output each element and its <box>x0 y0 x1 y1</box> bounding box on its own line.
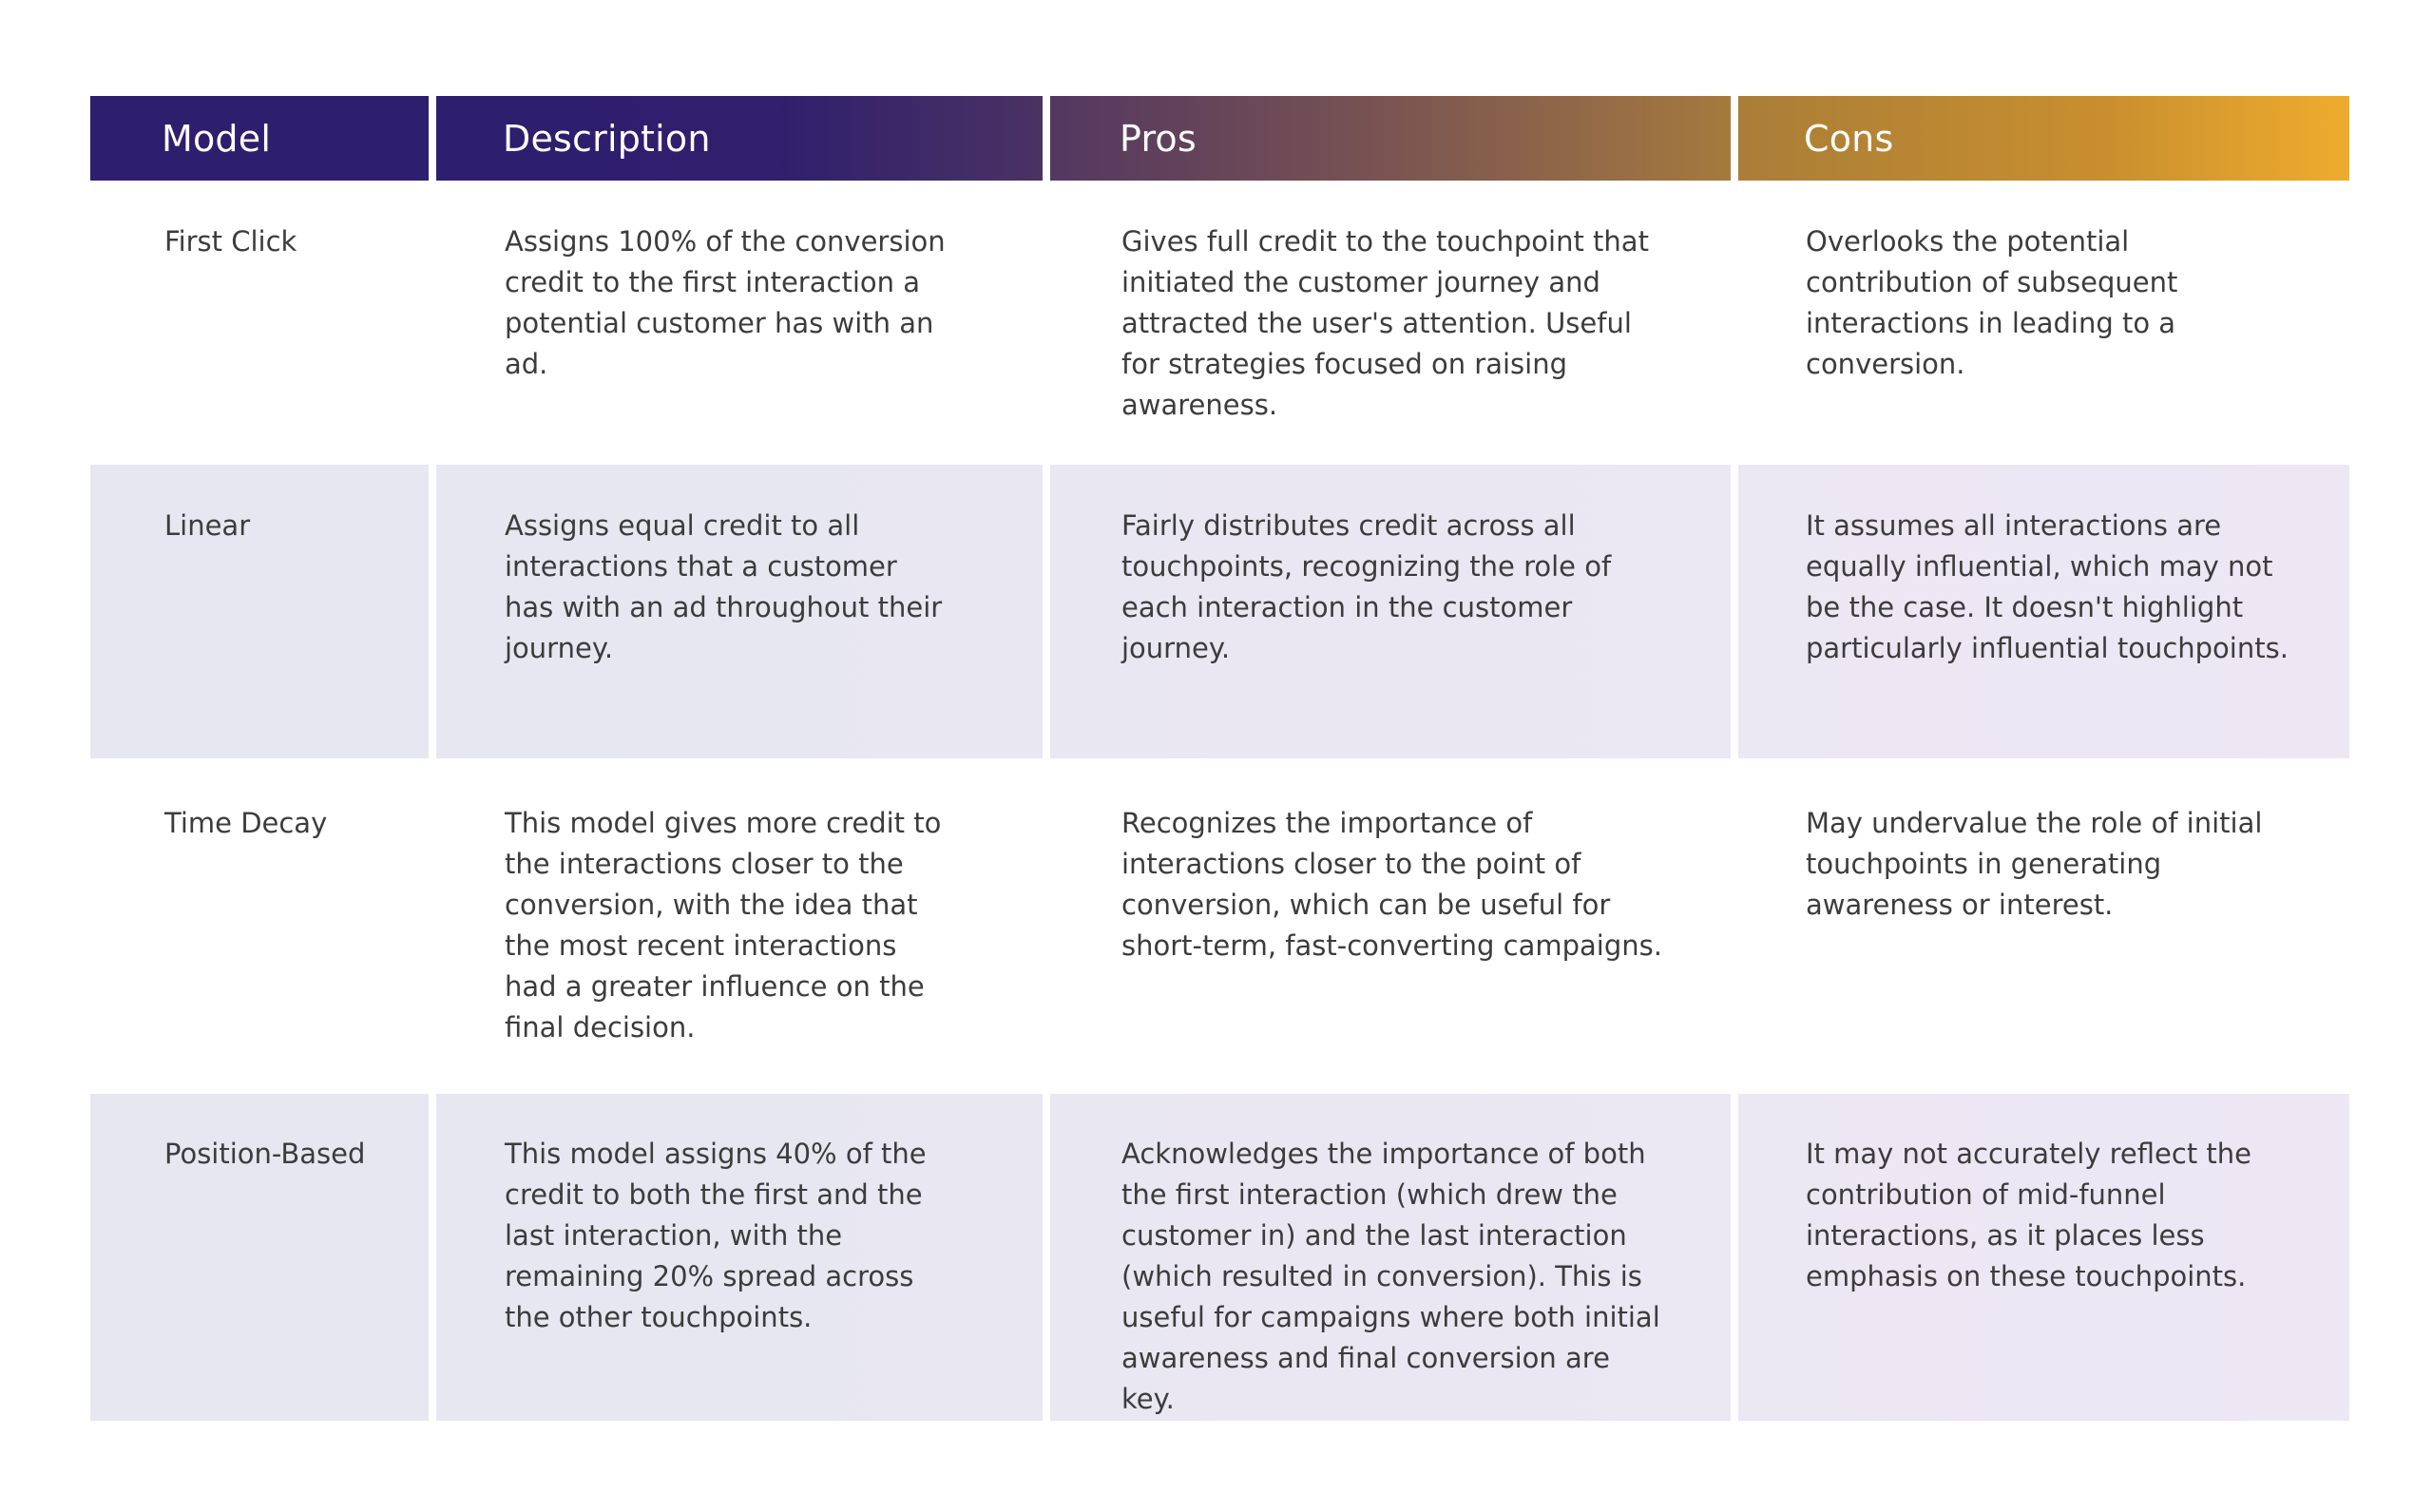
model-description: Assigns equal credit to all interactions… <box>436 465 1043 758</box>
header-model: Model <box>90 96 429 181</box>
model-name: Linear <box>90 465 429 758</box>
header-pros: Pros <box>1050 96 1731 181</box>
header-description: Description <box>436 96 1043 181</box>
model-pros: Acknowledges the importance of both the … <box>1050 1094 1731 1421</box>
attribution-models-table: Model Description Pros Cons First Click … <box>90 96 2349 1421</box>
table-row: Time Decay This model gives more credit … <box>90 758 2349 1094</box>
model-cons: Overlooks the potential contribution of … <box>1806 225 2178 380</box>
model-cons: May undervalue the role of initial touch… <box>1806 807 2263 921</box>
model-cons: It may not accurately reflect the contri… <box>1738 1094 2349 1421</box>
table-row: First Click Assigns 100% of the conversi… <box>90 181 2349 465</box>
header-cons: Cons <box>1738 96 2349 181</box>
model-pros: Fairly distributes credit across all tou… <box>1050 465 1731 758</box>
model-name: Time Decay <box>164 807 328 839</box>
table-row: Linear Assigns equal credit to all inter… <box>90 465 2349 758</box>
model-cons: It assumes all interactions are equally … <box>1738 465 2349 758</box>
model-description: Assigns 100% of the conversion credit to… <box>505 225 946 380</box>
model-description: This model assigns 40% of the credit to … <box>436 1094 1043 1421</box>
model-pros: Recognizes the importance of interaction… <box>1121 807 1662 962</box>
model-pros: Gives full credit to the touchpoint that… <box>1121 225 1649 421</box>
model-name: First Click <box>164 225 297 258</box>
table-row: Position-Based This model assigns 40% of… <box>90 1094 2349 1421</box>
model-description: This model gives more credit to the inte… <box>505 807 942 1043</box>
table-header: Model Description Pros Cons <box>90 96 2349 181</box>
model-name: Position-Based <box>90 1094 429 1421</box>
